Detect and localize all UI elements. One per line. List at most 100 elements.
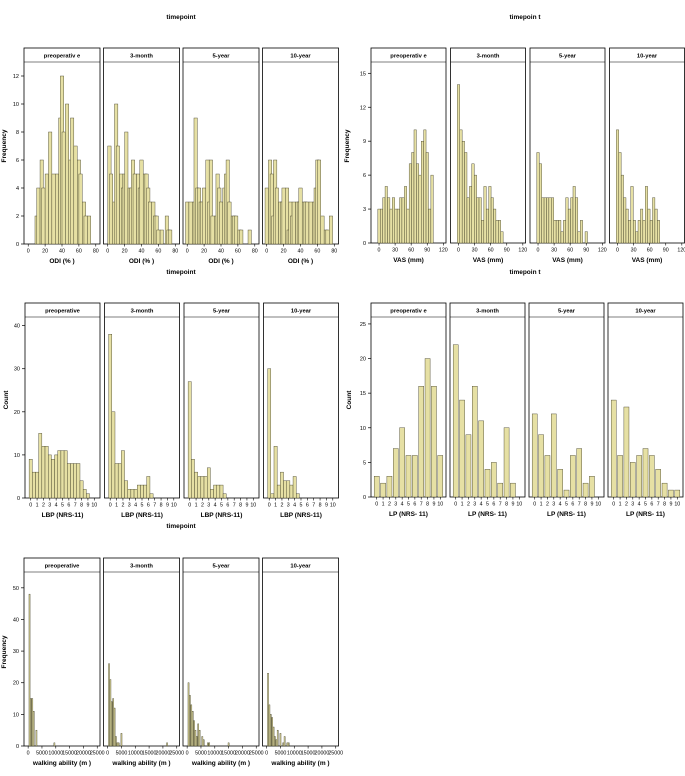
- histogram-bar: [28, 593, 31, 747]
- x-tick-label: 1: [274, 503, 277, 509]
- y-tick-label: 3: [363, 207, 366, 213]
- histogram-bar: [567, 208, 571, 244]
- histogram-bar: [642, 220, 646, 244]
- histogram-bar: [286, 480, 291, 499]
- histogram-bar: [428, 208, 432, 244]
- histogram-bar: [207, 742, 209, 747]
- histogram-bar: [185, 201, 190, 245]
- histogram-bar: [289, 484, 294, 499]
- histogram-bar: [317, 159, 321, 245]
- histogram-bar: [44, 173, 49, 245]
- x-tick-label: 20000: [76, 751, 91, 757]
- histogram-bar: [267, 673, 269, 747]
- x-tick-label: 4: [134, 503, 137, 509]
- y-tick-label: 9: [363, 139, 366, 145]
- x-tick-label: 6: [492, 502, 495, 508]
- histogram-bar: [55, 173, 59, 245]
- histogram-bar: [227, 742, 230, 747]
- x-tick-label: 9: [511, 502, 514, 508]
- histogram-bar: [280, 471, 284, 499]
- histogram-bar: [305, 201, 310, 245]
- panel-title: 10-year: [635, 309, 656, 315]
- x-tick-label: 120: [677, 248, 685, 254]
- x-tick-label: 3: [394, 502, 397, 508]
- histogram-bar: [488, 186, 492, 244]
- x-tick-label: 5: [141, 503, 144, 509]
- histogram-bar: [503, 427, 510, 498]
- super-title: timepoin t: [509, 269, 541, 276]
- histogram-bar: [413, 129, 417, 244]
- x-tick-label: 40: [218, 249, 224, 255]
- histogram-bar: [188, 201, 193, 245]
- x-tick-label: 25000: [328, 751, 343, 757]
- x-tick-label: 10: [330, 503, 336, 509]
- histogram-bar: [273, 446, 278, 499]
- histogram-bar: [83, 215, 88, 245]
- histogram-bar: [213, 484, 217, 499]
- x-tick-label: 10: [674, 502, 680, 508]
- x-tick-label: 0: [457, 248, 460, 254]
- histogram-bar: [421, 140, 424, 244]
- x-tick-label: 0: [454, 502, 457, 508]
- x-tick-label: 5: [407, 502, 410, 508]
- x-tick-label: 2: [201, 503, 204, 509]
- y-tick-label: 50: [13, 586, 19, 592]
- histogram-bar: [553, 220, 557, 244]
- histogram-bar: [44, 446, 49, 499]
- histogram-bar: [625, 208, 629, 244]
- panel-odi-1: 3-month 0 20 40 60 80 ODI (% ): [103, 47, 180, 265]
- histogram-bar: [187, 682, 190, 747]
- x-tick-label: 0: [265, 249, 268, 255]
- histogram-bar: [109, 173, 113, 245]
- histogram-bar: [387, 197, 391, 244]
- histogram-bar: [202, 187, 207, 245]
- panel-odi-3: 10-year 0 20 40 60 80 ODI (% ): [262, 47, 339, 265]
- y-tick-label: 10: [13, 712, 19, 718]
- x-tick-label: 6: [413, 502, 416, 508]
- histogram-bar: [222, 493, 227, 499]
- histogram-bar: [115, 145, 120, 245]
- x-tick-label: 15000: [142, 751, 157, 757]
- x-tick-label: 3: [207, 503, 210, 509]
- x-tick-label: 7: [657, 502, 660, 508]
- x-axis-label: VAS (mm): [393, 257, 424, 264]
- histogram-bar: [168, 229, 173, 245]
- panel-title: 10-year: [290, 564, 311, 570]
- y-tick-label: 4: [16, 186, 19, 192]
- x-tick-label: 5: [220, 503, 223, 509]
- x-tick-label: 0: [109, 503, 112, 509]
- histogram-bar: [452, 344, 459, 498]
- histogram-bar: [431, 386, 437, 498]
- x-tick-label: 1: [540, 502, 543, 508]
- x-tick-label: 2: [280, 503, 283, 509]
- histogram-bar: [87, 215, 91, 245]
- x-tick-label: 60: [155, 249, 161, 255]
- histogram-bar: [132, 173, 137, 245]
- y-tick-label: 10: [14, 453, 20, 459]
- y-tick-label: 0: [363, 241, 366, 247]
- histogram-bar: [275, 739, 278, 747]
- x-tick-label: 7: [420, 502, 423, 508]
- panel-lp-1: 3-month 0 1 2 3 4 5 6 7 8 9 10 LP (NRS- 11): [449, 302, 526, 518]
- histogram-bar: [493, 208, 497, 244]
- histogram-bar: [140, 484, 144, 499]
- histogram-bar: [124, 480, 128, 499]
- panel-title: 5-year: [559, 54, 577, 60]
- histogram-bar: [35, 729, 38, 747]
- panel-vas-2: 5-year 0 30 60 90 120 VAS (mm): [529, 47, 607, 264]
- histogram-bar: [478, 420, 484, 498]
- histogram-bar: [166, 742, 168, 747]
- histogram-bar: [373, 476, 380, 498]
- histogram-bar: [536, 152, 540, 244]
- histogram-bar: [320, 215, 325, 245]
- x-tick-label: 25000: [90, 751, 105, 757]
- histogram-bar: [32, 471, 36, 499]
- x-tick-label: 4: [293, 503, 296, 509]
- x-tick-label: 10: [171, 503, 177, 509]
- panel-title: preoperative: [45, 309, 81, 315]
- x-tick-label: 6: [147, 503, 150, 509]
- x-tick-label: 2: [42, 503, 45, 509]
- x-tick-label: 4: [638, 502, 641, 508]
- histogram-bar: [41, 446, 46, 499]
- x-tick-label: 40: [59, 249, 65, 255]
